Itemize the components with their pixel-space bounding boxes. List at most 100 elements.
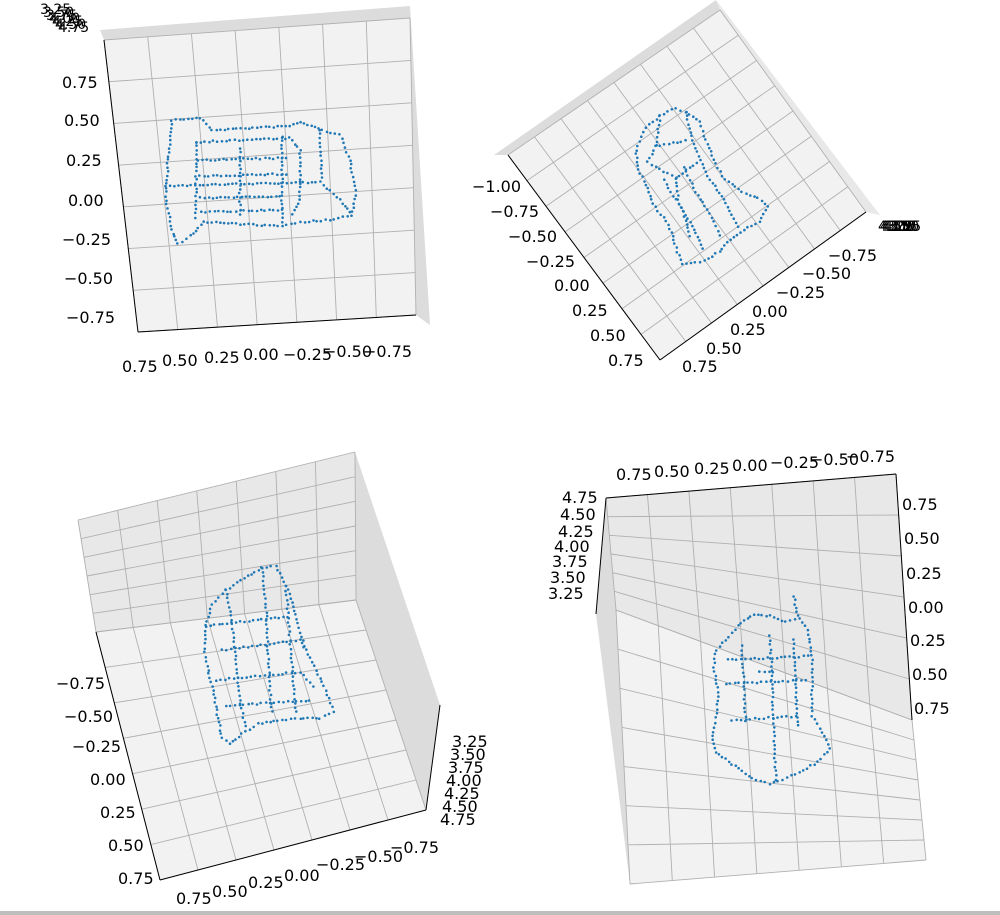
scatter-point <box>685 262 688 265</box>
scatter-point <box>218 183 222 187</box>
scatter-point <box>658 167 661 170</box>
scatter-point <box>759 216 763 220</box>
x-tick-label: −0.50 <box>323 342 372 361</box>
scatter-point <box>172 232 175 236</box>
scatter-point <box>291 675 295 678</box>
scatter-point <box>347 155 351 158</box>
scatter-point <box>325 130 329 134</box>
grid-line <box>128 229 415 250</box>
scatter-point <box>260 208 263 212</box>
scatter-point <box>299 149 303 152</box>
scatter-point <box>325 693 329 697</box>
scatter-point <box>725 682 728 686</box>
scatter-point <box>752 613 756 616</box>
scatter-point <box>282 615 285 619</box>
scatter-point <box>261 579 265 583</box>
grid-line <box>700 641 716 878</box>
z-tick-labels-overlapping: 4.75 4.50 4.25 4.00 3.75 3.50 3.25 <box>878 219 921 235</box>
scatter-point <box>684 219 688 222</box>
scatter-point <box>695 150 699 153</box>
scatter-point <box>250 644 254 648</box>
scatter-point <box>742 619 746 622</box>
scatter-point <box>270 195 273 199</box>
scatter-point <box>665 183 669 186</box>
scatter-point <box>269 720 273 724</box>
scatter-point <box>684 111 688 114</box>
scatter-point <box>268 208 271 211</box>
scatter-point <box>793 618 797 621</box>
scatter-point <box>325 689 328 692</box>
scatter-point <box>223 196 227 199</box>
scatter-point <box>221 592 225 595</box>
scatter-point <box>768 783 772 786</box>
scatter-point <box>794 668 797 672</box>
scatter-point <box>338 133 341 136</box>
scatter-point <box>234 157 237 161</box>
scatter-point <box>794 682 797 686</box>
scatter-point <box>247 646 250 649</box>
scatter-point <box>735 718 738 722</box>
scatter-point <box>276 173 279 177</box>
scatter-point <box>272 137 275 141</box>
scatter-point <box>245 676 248 679</box>
subplot-top-left: 0.75 0.50 0.25 0.00 −0.25 −0.50 −0.75 0.… <box>40 2 430 376</box>
scatter-point <box>753 195 756 198</box>
scatter-point <box>795 699 799 702</box>
scatter-point <box>714 721 717 725</box>
scatter-point <box>238 147 242 150</box>
scatter-point <box>227 182 230 186</box>
scatter-point <box>698 120 702 123</box>
scatter-point <box>227 222 230 225</box>
scatter-point <box>795 707 799 710</box>
scatter-point <box>733 185 737 188</box>
scatter-point <box>794 691 798 694</box>
scatter-point <box>227 606 231 609</box>
scatter-point <box>666 171 669 175</box>
scatter-point <box>692 186 695 190</box>
scatter-point <box>736 225 740 228</box>
scatter-point <box>248 195 251 198</box>
scatter-point <box>299 220 302 224</box>
scatter-point <box>741 671 745 675</box>
scatter-point <box>674 107 677 110</box>
scatter-point <box>813 718 817 721</box>
grid-line <box>826 688 842 867</box>
scatter-point <box>230 157 233 161</box>
point-cloud <box>634 107 770 266</box>
scatter-point <box>795 677 798 681</box>
scatter-point <box>806 628 810 632</box>
scatter-point <box>208 611 212 615</box>
scatter-point <box>711 731 715 734</box>
scatter-point <box>827 743 830 746</box>
scatter-point <box>298 631 302 635</box>
scatter-point <box>240 676 244 680</box>
scatter-point <box>281 206 284 210</box>
scatter-point <box>266 662 270 665</box>
scatter-point <box>284 156 288 160</box>
scatter-point <box>228 704 232 708</box>
scatter-point <box>686 226 689 229</box>
scatter-point <box>729 238 732 242</box>
scatter-point <box>325 187 329 190</box>
scatter-point <box>811 667 814 671</box>
scatter-point <box>165 199 168 203</box>
scatter-point <box>771 691 775 694</box>
scatter-point <box>203 633 207 637</box>
scatter-point <box>302 673 306 677</box>
scatter-point <box>786 680 790 683</box>
grid-line <box>615 609 631 885</box>
scatter-point <box>683 166 686 169</box>
axis-z <box>595 497 607 615</box>
scatter-point <box>268 679 271 683</box>
scatter-point <box>273 616 277 619</box>
scatter-point <box>239 208 242 212</box>
scatter-point <box>795 606 798 610</box>
scatter-point <box>164 184 167 188</box>
grid-line <box>657 625 673 881</box>
scatter-point <box>809 650 812 653</box>
scatter-point <box>710 216 714 220</box>
z-tick-label: 3.50 <box>450 745 486 764</box>
scatter-point <box>698 260 702 264</box>
scatter-point <box>253 195 256 199</box>
scatter-point <box>332 192 336 196</box>
